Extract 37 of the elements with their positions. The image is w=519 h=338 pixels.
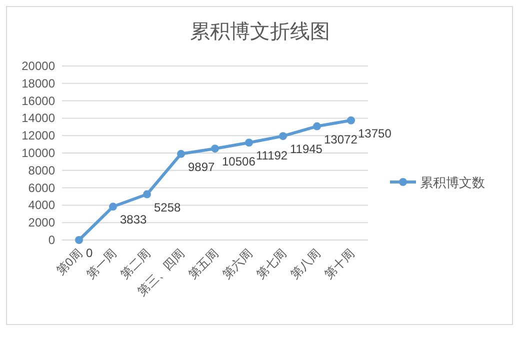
data-label: 0 [86, 246, 93, 260]
point [313, 122, 321, 130]
point [245, 138, 253, 147]
data-label: 11192 [256, 148, 288, 163]
chart-title: 累积博文折线图 [190, 21, 330, 43]
y-tick-label: 8000 [28, 163, 56, 178]
x-tick-label: 第十周 [322, 246, 358, 282]
data-label: 13750 [358, 126, 392, 140]
data-label: 13072 [324, 132, 358, 146]
y-tick-label: 6000 [28, 180, 56, 195]
point [177, 150, 185, 158]
x-tick-label: 第五周 [186, 246, 222, 282]
y-tick-label: 4000 [28, 198, 56, 212]
x-tick-label: 第七周 [254, 246, 290, 282]
y-tick-label: 16000 [22, 94, 56, 108]
x-tick-label: 第八周 [288, 246, 324, 282]
x-tick-label: 第0周 [54, 246, 86, 278]
x-tick-label: 第六周 [220, 246, 256, 282]
data-label: 10506 [222, 154, 256, 169]
data-label: 3833 [120, 212, 148, 227]
y-tick-label: 10000 [22, 146, 56, 160]
point [143, 190, 151, 198]
point [75, 236, 83, 244]
y-tick-label: 18000 [22, 76, 56, 90]
y-tick-label: 0 [48, 233, 56, 247]
point [109, 202, 117, 211]
y-tick-label: 2000 [28, 216, 56, 230]
y-tick-label: 20000 [22, 59, 56, 73]
point [211, 144, 219, 153]
y-tick-label: 14000 [22, 111, 56, 126]
legend-label: 累积博文数 [420, 175, 485, 190]
data-label: 11945 [290, 142, 323, 156]
data-label: 9897 [188, 160, 216, 174]
data-label: 5258 [154, 200, 182, 214]
point [279, 132, 287, 140]
y-tick-label: 12000 [22, 128, 56, 143]
point [347, 116, 355, 124]
